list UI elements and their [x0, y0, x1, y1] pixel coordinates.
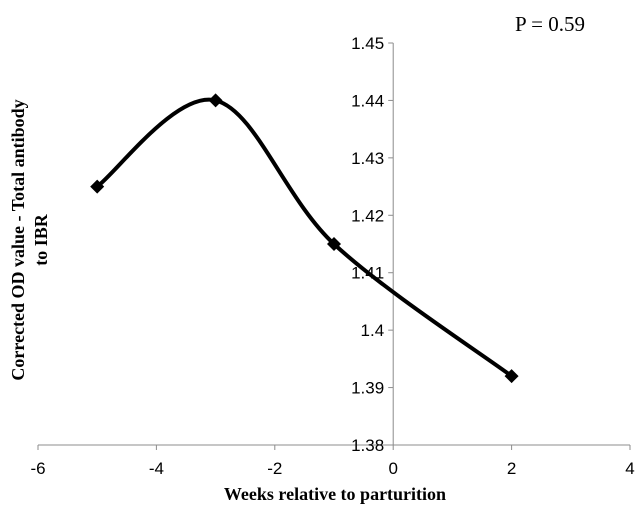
- y-tick-label: 1.44: [351, 91, 384, 110]
- axes: -6 -4 -2 0 2 41.381.391.41.411.421.431.441.45: [30, 34, 634, 478]
- data-point: [90, 179, 105, 194]
- y-tick-label: 1.45: [351, 34, 384, 53]
- x-tick-label: -2: [267, 459, 282, 478]
- series-layer: [90, 93, 519, 384]
- y-axis-title-line-2: to IBR: [31, 213, 51, 266]
- series-line: [95, 97, 514, 379]
- y-tick-label: 1.38: [351, 436, 384, 455]
- y-tick-label: 1.39: [351, 379, 384, 398]
- p-value-annotation: P = 0.59: [515, 12, 585, 36]
- data-point: [327, 237, 341, 251]
- x-tick-label: 4: [625, 459, 634, 478]
- x-tick-label: 2: [507, 459, 516, 478]
- data-point: [504, 369, 519, 384]
- y-tick-label: 1.42: [351, 206, 384, 225]
- y-tick-label: 1.43: [351, 149, 384, 168]
- y-tick-label: 1.4: [361, 321, 385, 340]
- x-tick-label: -4: [149, 459, 164, 478]
- y-axis-title-line-1: Corrected OD value - Total antibody: [8, 99, 28, 380]
- x-tick-label: 0: [388, 459, 397, 478]
- data-point: [208, 93, 223, 108]
- x-axis-title: Weeks relative to parturition: [224, 484, 446, 504]
- label-layer: P = 0.59 Weeks relative to parturition C…: [8, 12, 585, 504]
- x-tick-label: -6: [30, 459, 45, 478]
